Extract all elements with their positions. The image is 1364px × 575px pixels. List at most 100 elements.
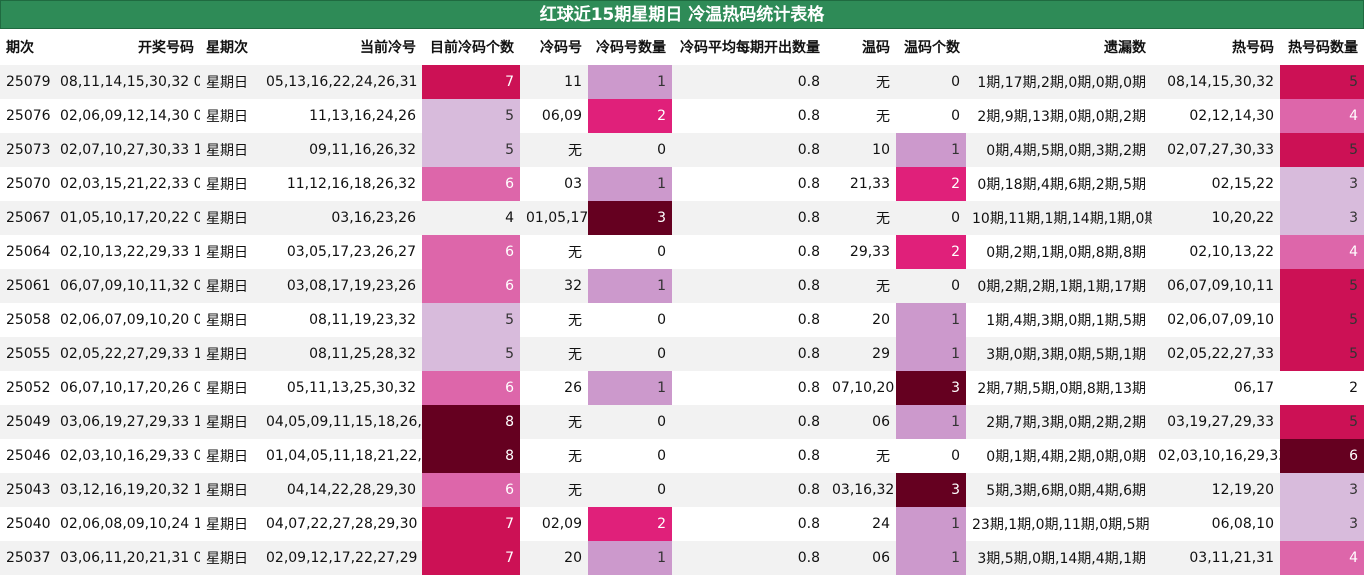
cold-count-cell: 7 [422, 507, 520, 541]
cold-code-cell: 06,09 [541, 108, 582, 124]
avg-cell: 0.8 [797, 516, 820, 532]
cold-code-count-cell: 0 [657, 448, 666, 464]
warm-cell: 无 [826, 201, 896, 235]
hot-count-cell: 5 [1280, 303, 1364, 337]
avg-cell: 0.8 [797, 176, 820, 192]
cold-numbers-cell: 03,05,17,23,26,27 [286, 244, 416, 260]
weekday-cell: 星期日 [200, 337, 260, 371]
avg-cell: 0.8 [672, 473, 826, 507]
hot-count-cell: 3 [1280, 167, 1364, 201]
miss-cell: 23期,1期,0期,11期,0期,5期 [972, 517, 1150, 533]
table-row: 25052 06,07,10,17,20,26 09 星期日 05,11,13,25,… [0, 371, 1364, 405]
warm-count-cell: 1 [896, 405, 966, 439]
col-header: 热号码数量 [1280, 29, 1364, 65]
period-cell: 25061 [0, 269, 54, 303]
cold-code-count-cell: 2 [588, 99, 672, 133]
weekday-cell: 星期日 [206, 109, 248, 125]
numbers-cell: 02,10,13,22,29,33 16 [60, 244, 200, 260]
cold-code-cell: 无 [568, 313, 582, 329]
miss-cell: 0期,4期,5期,0期,3期,2期 [966, 133, 1152, 167]
numbers-cell: 06,07,10,17,20,26 09 [60, 380, 200, 396]
cold-code-cell: 无 [568, 245, 582, 261]
cold-numbers-cell: 02,09,12,17,22,27,29 [260, 541, 422, 575]
cold-code-count-cell: 1 [588, 65, 672, 99]
cold-code-count-cell: 1 [588, 269, 672, 303]
hot-cell: 02,10,13,22 [1189, 244, 1274, 260]
warm-count-cell: 0 [896, 201, 966, 235]
table-row: 25046 02,03,10,16,29,33 01 星期日 01,04,05,11,… [0, 439, 1364, 473]
weekday-cell: 星期日 [200, 405, 260, 439]
avg-cell: 0.8 [797, 108, 820, 124]
hot-count-cell: 4 [1280, 99, 1364, 133]
warm-count-cell: 1 [896, 337, 966, 371]
cold-code-count-cell: 0 [657, 312, 666, 328]
avg-cell: 0.8 [672, 337, 826, 371]
period-cell: 25076 [6, 108, 51, 124]
avg-cell: 0.8 [672, 201, 826, 235]
cold-code-count-cell: 0 [588, 473, 672, 507]
miss-cell: 2期,7期,5期,0期,8期,13期 [977, 381, 1146, 397]
weekday-cell: 星期日 [200, 269, 260, 303]
weekday-cell: 星期日 [200, 541, 260, 575]
cold-code-count-cell: 1 [588, 371, 672, 405]
warm-count-cell: 2 [896, 167, 966, 201]
hot-cell: 10,20,22 [1152, 201, 1280, 235]
warm-cell: 无 [876, 449, 890, 465]
period-cell: 25079 [0, 65, 54, 99]
hot-cell: 03,19,27,29,33 [1152, 405, 1280, 439]
header-row: 期次 开奖号码 星期次 当前冷号 目前冷码个数 冷码号 冷码号数量 冷码平均每期… [0, 29, 1364, 65]
warm-cell: 20 [872, 312, 890, 328]
cold-numbers-cell: 09,11,16,26,32 [260, 133, 422, 167]
table-row: 25037 03,06,11,20,21,31 02 星期日 02,09,12,17,… [0, 541, 1364, 575]
cold-numbers-cell: 11,12,16,18,26,32 [286, 176, 416, 192]
col-header: 星期次 [200, 29, 260, 65]
weekday-cell: 星期日 [200, 201, 260, 235]
weekday-cell: 星期日 [206, 449, 248, 465]
miss-cell: 0期,18期,4期,6期,2期,5期 [977, 177, 1146, 193]
warm-cell: 无 [826, 65, 896, 99]
cold-count-cell: 5 [422, 337, 520, 371]
cold-numbers-cell: 04,07,22,27,28,29,30 [266, 516, 418, 532]
avg-cell: 0.8 [672, 133, 826, 167]
cold-code-cell: 02,09 [541, 516, 582, 532]
miss-cell: 5期,3期,6期,0期,4期,6期 [966, 473, 1152, 507]
hot-count-cell: 5 [1280, 405, 1364, 439]
numbers-cell: 02,03,10,16,29,33 01 [60, 448, 200, 464]
hot-count-cell: 3 [1280, 473, 1364, 507]
table-row: 25067 01,05,10,17,20,22 05 星期日 03,16,23,26 4… [0, 201, 1364, 235]
hot-count-cell: 4 [1280, 235, 1364, 269]
hot-cell: 02,05,22,27,33 [1152, 337, 1280, 371]
warm-cell: 29 [826, 337, 896, 371]
numbers-cell: 01,05,10,17,20,22 05 [54, 201, 200, 235]
warm-count-cell: 0 [896, 65, 966, 99]
cold-numbers-cell: 05,11,13,25,30,32 [286, 380, 416, 396]
numbers-cell: 02,06,08,09,10,24 11 [60, 516, 200, 532]
miss-cell: 0期,1期,4期,2期,0期,0期 [986, 449, 1146, 465]
col-header: 温码个数 [896, 29, 966, 65]
hot-cell: 02,03,10,16,29,33 [1158, 448, 1280, 464]
warm-count-cell: 1 [896, 507, 966, 541]
table-row: 25049 03,06,19,27,29,33 11 星期日 04,05,09,11,… [0, 405, 1364, 439]
cold-code-cell: 无 [520, 473, 588, 507]
col-header: 开奖号码 [54, 29, 200, 65]
cold-code-cell: 无 [520, 405, 588, 439]
hot-count-cell: 3 [1280, 507, 1364, 541]
cold-count-cell: 6 [422, 371, 520, 405]
cold-count-cell: 4 [422, 201, 520, 235]
cold-numbers-cell: 04,05,09,11,15,18,26,30 [260, 405, 422, 439]
cold-code-cell: 无 [568, 449, 582, 465]
avg-cell: 0.8 [797, 244, 820, 260]
cold-numbers-cell: 11,13,16,24,26 [309, 108, 416, 124]
hot-cell: 12,19,20 [1152, 473, 1280, 507]
cold-code-cell: 无 [520, 337, 588, 371]
weekday-cell: 星期日 [200, 473, 260, 507]
stats-table: 期次 开奖号码 星期次 当前冷号 目前冷码个数 冷码号 冷码号数量 冷码平均每期… [0, 29, 1364, 575]
warm-cell: 03,16,32 [826, 473, 896, 507]
numbers-cell: 03,06,11,20,21,31 02 [54, 541, 200, 575]
cold-code-cell: 32 [520, 269, 588, 303]
cold-code-cell: 01,05,17 [520, 201, 588, 235]
hot-count-cell: 5 [1280, 133, 1364, 167]
hot-count-cell: 4 [1280, 541, 1364, 575]
cold-code-cell: 26 [564, 380, 582, 396]
hot-cell: 02,12,14,30 [1189, 108, 1274, 124]
